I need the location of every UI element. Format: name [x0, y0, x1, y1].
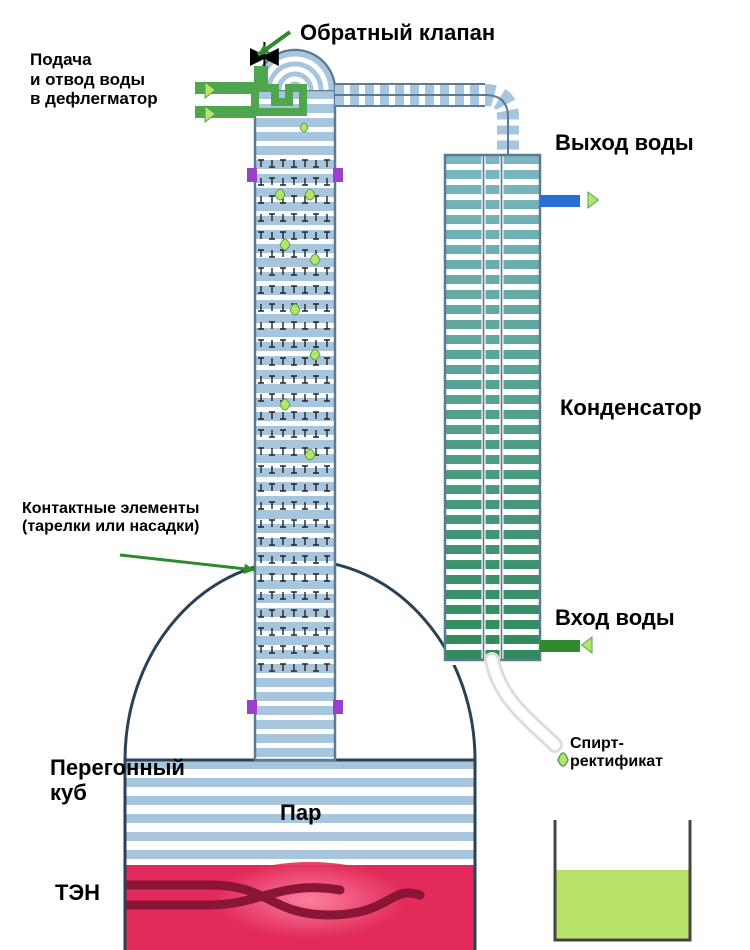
label-heater: ТЭН — [55, 880, 100, 905]
label-water-out: Выход воды — [555, 130, 694, 155]
label-output: Спирт-ректификат — [570, 735, 663, 772]
label-contact-elems: Контактные элементы(тарелки или насадки) — [22, 500, 199, 537]
label-water-in: Вход воды — [555, 605, 675, 630]
label-still: Перегонныйкуб — [50, 755, 185, 806]
diagram-stage: Обратный клапан Подачаи отвод водыв дефл… — [0, 0, 750, 950]
label-water-feed: Подачаи отвод водыв дефлегматор — [30, 50, 158, 109]
label-condenser: Конденсатор — [560, 395, 702, 420]
label-vapor: Пар — [280, 800, 322, 825]
label-check-valve: Обратный клапан — [300, 20, 495, 45]
